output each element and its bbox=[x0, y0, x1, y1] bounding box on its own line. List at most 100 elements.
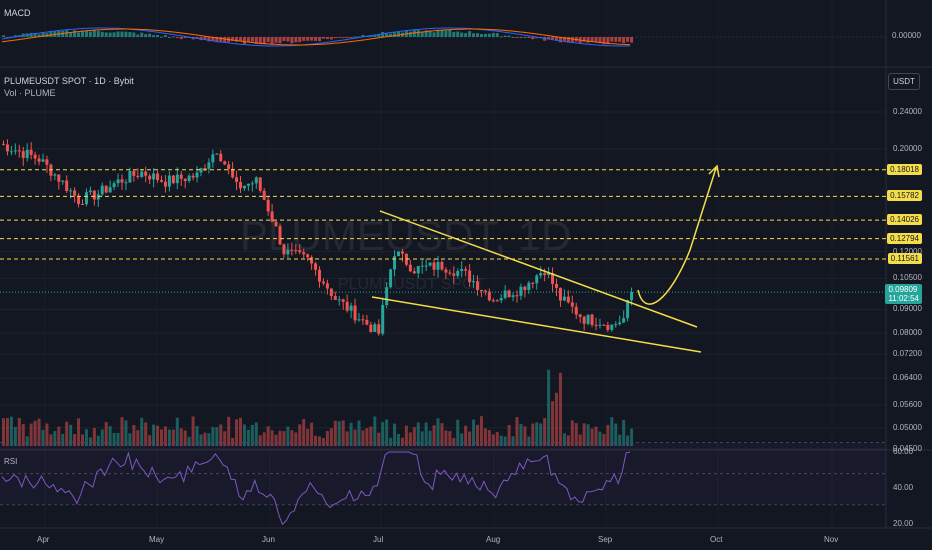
candle-body bbox=[199, 168, 203, 173]
volume-bar bbox=[373, 416, 377, 446]
volume-bar bbox=[606, 424, 610, 446]
volume-bar bbox=[25, 436, 29, 446]
volume-bar bbox=[195, 426, 199, 446]
macd-histogram-bar bbox=[84, 30, 88, 37]
volume-bar bbox=[310, 422, 314, 446]
macd-histogram-bar bbox=[262, 37, 266, 45]
macd-value: 0.00000 bbox=[892, 31, 921, 40]
macd-histogram-bar bbox=[325, 37, 329, 40]
volume-bar bbox=[136, 430, 140, 446]
volume-bar bbox=[286, 426, 290, 446]
volume-bar bbox=[116, 432, 120, 446]
volume-bar bbox=[108, 426, 112, 446]
volume-bar bbox=[144, 422, 148, 446]
macd-histogram-bar bbox=[558, 37, 562, 43]
candle-body bbox=[171, 175, 175, 184]
macd-histogram-bar bbox=[329, 37, 333, 40]
candle-body bbox=[558, 287, 562, 301]
candle-body bbox=[357, 319, 361, 321]
candle-body bbox=[250, 183, 254, 185]
macd-histogram-bar bbox=[440, 30, 444, 37]
macd-histogram-bar bbox=[476, 33, 479, 37]
candle-body bbox=[547, 272, 551, 276]
volume-bar bbox=[578, 434, 582, 446]
volume-bar bbox=[622, 419, 626, 446]
candle-body bbox=[5, 144, 9, 152]
candle-body bbox=[333, 296, 337, 300]
candle-body bbox=[116, 179, 120, 184]
macd-histogram-bar bbox=[274, 37, 278, 43]
volume-bar bbox=[160, 429, 163, 446]
macd-histogram-bar bbox=[73, 30, 77, 37]
volume-bar bbox=[365, 428, 369, 446]
volume-bar bbox=[456, 419, 460, 446]
volume-bar bbox=[610, 417, 614, 446]
candle-body bbox=[203, 168, 207, 170]
candle-body bbox=[610, 324, 614, 330]
volume-bar bbox=[397, 433, 400, 446]
candle-body bbox=[183, 178, 187, 181]
currency-button[interactable]: USDT bbox=[888, 73, 920, 90]
volume-bar bbox=[527, 436, 531, 446]
volume-bar bbox=[468, 431, 472, 446]
candle-body bbox=[140, 171, 144, 177]
volume-bar bbox=[270, 430, 274, 446]
volume-bar bbox=[187, 436, 191, 446]
volume-bar bbox=[239, 417, 242, 446]
candle-body bbox=[163, 181, 167, 187]
candle-body bbox=[349, 305, 353, 311]
macd-histogram-bar bbox=[630, 37, 634, 43]
candle-body bbox=[337, 299, 341, 301]
macd-histogram-bar bbox=[432, 32, 436, 37]
candle-body bbox=[369, 324, 373, 332]
macd-histogram-bar bbox=[424, 30, 428, 37]
volume-bar bbox=[254, 422, 258, 446]
volume-bar bbox=[448, 431, 452, 446]
macd-histogram-bar bbox=[140, 32, 144, 37]
macd-histogram-bar bbox=[254, 37, 258, 44]
macd-histogram-bar bbox=[472, 33, 476, 37]
candle-body bbox=[385, 287, 389, 306]
macd-histogram-bar bbox=[614, 37, 618, 42]
volume-bar bbox=[104, 421, 108, 446]
volume-bar bbox=[318, 436, 321, 446]
volume-bar bbox=[444, 430, 448, 446]
volume-bar bbox=[345, 431, 349, 446]
macd-histogram-bar bbox=[310, 37, 314, 41]
macd-histogram-bar bbox=[397, 31, 400, 37]
candle-body bbox=[468, 270, 472, 283]
candle-body bbox=[195, 172, 199, 178]
candle-body bbox=[511, 295, 515, 298]
macd-histogram-bar bbox=[586, 37, 590, 43]
symbol-title[interactable]: PLUMEUSDT SPOT · 1D · Bybit bbox=[4, 76, 134, 86]
macd-histogram-bar bbox=[527, 37, 531, 38]
volume-bar bbox=[278, 430, 282, 446]
volume-bar bbox=[361, 430, 365, 446]
volume-bar bbox=[199, 434, 203, 446]
macd-histogram-bar bbox=[416, 29, 420, 37]
candle-body bbox=[306, 254, 310, 258]
macd-histogram-bar bbox=[33, 32, 37, 37]
price-candles bbox=[2, 139, 634, 336]
volume-bar bbox=[128, 433, 132, 446]
macd-histogram-bar bbox=[132, 32, 136, 37]
candle-body bbox=[574, 306, 578, 315]
macd-histogram-bar bbox=[239, 37, 242, 42]
candle-body bbox=[626, 300, 630, 319]
candle-body bbox=[539, 273, 543, 276]
volume-bar bbox=[416, 422, 420, 446]
macd-histogram-bar bbox=[29, 32, 33, 37]
macd-histogram-bar bbox=[179, 37, 183, 40]
volume-bar bbox=[511, 436, 515, 446]
macd-histogram-bar bbox=[88, 31, 92, 37]
candle-body bbox=[112, 183, 116, 188]
volume-bar bbox=[266, 426, 270, 446]
volume-bar bbox=[476, 424, 479, 446]
candle-body bbox=[472, 281, 476, 283]
macd-histogram-bar bbox=[408, 31, 412, 37]
candle-body bbox=[361, 319, 365, 321]
macd-histogram-bar bbox=[551, 37, 555, 40]
volume-bar bbox=[412, 427, 416, 446]
macd-histogram-bar bbox=[452, 31, 456, 37]
candle-body bbox=[519, 286, 523, 296]
